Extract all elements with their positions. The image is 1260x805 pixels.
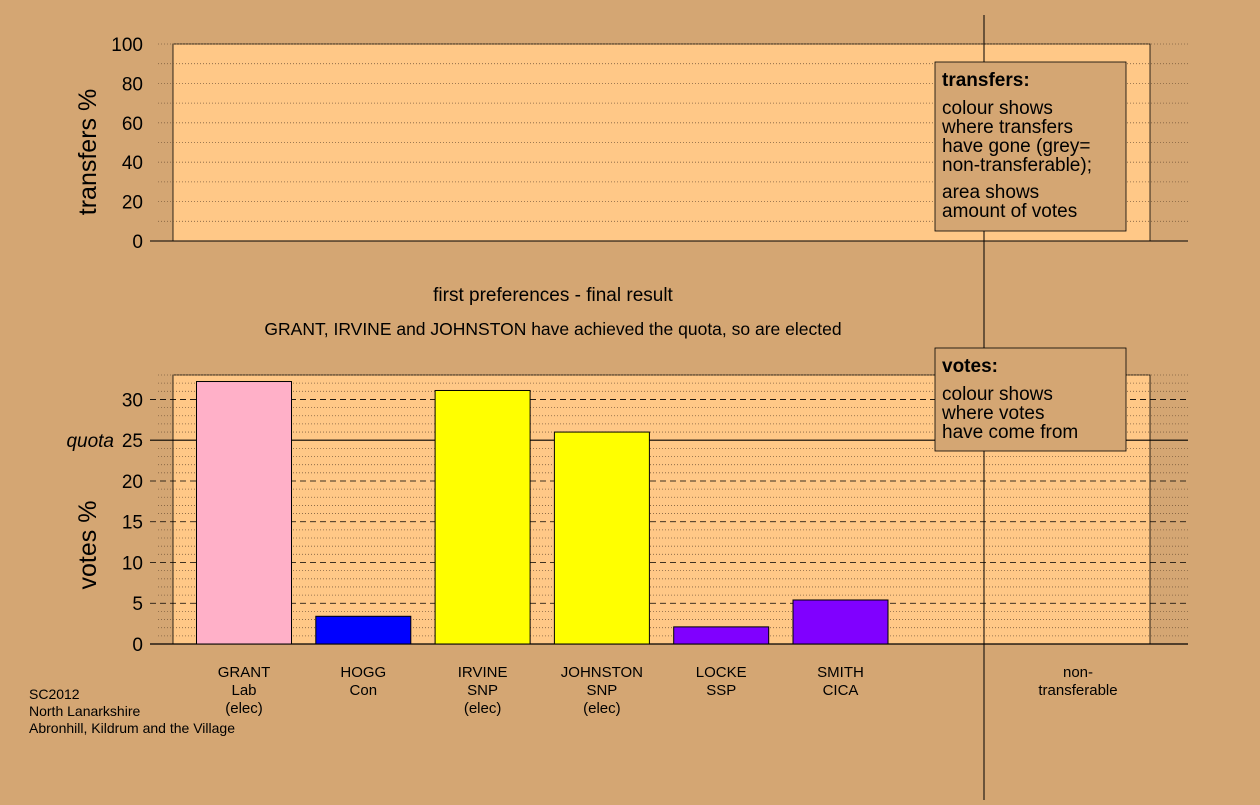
x-label-name: HOGG [340, 664, 386, 681]
transfers-y-tick-label: 40 [122, 153, 143, 174]
transfers-y-tick-label: 100 [111, 35, 143, 56]
transfers-y-tick-label: 0 [132, 232, 143, 253]
quota-label: quota [66, 431, 114, 452]
transfers-legend-box [934, 61, 1127, 232]
transfers-legend-text: where transfers [941, 117, 1073, 138]
bar-grant [196, 381, 292, 645]
bar-hogg [315, 615, 412, 645]
votes-y-tick-label: 30 [122, 390, 143, 411]
stage-note: GRANT, IRVINE and JOHNSTON have achieved… [264, 319, 841, 339]
transfers-legend-text: have gone (grey= [942, 136, 1090, 157]
transfers-legend-text: area shows [942, 182, 1039, 203]
x-label-party: SSP [706, 682, 736, 699]
x-label-name: GRANT [218, 664, 271, 681]
votes-legend-text: colour shows [942, 384, 1053, 405]
votes-y-tick-label: 0 [132, 635, 143, 656]
votes-y-tick-label: 10 [122, 553, 143, 574]
nontransferable-label: non- [1063, 664, 1093, 681]
transfers-legend-title: transfers: [942, 70, 1030, 91]
transfers-legend-text: non-transferable); [942, 155, 1092, 176]
transfers-legend-text: amount of votes [942, 201, 1077, 222]
footer-text: North Lanarkshire [29, 703, 140, 719]
bar-smith [792, 599, 889, 645]
votes-y-tick-label: 25 [122, 431, 143, 452]
stage-title: first preferences - final result [433, 285, 673, 306]
transfers-legend-text: colour shows [942, 98, 1053, 119]
footer-text: SC2012 [29, 686, 80, 702]
x-label-party: Lab [231, 682, 256, 699]
x-label-party: Con [350, 682, 378, 699]
footer-text: Abronhill, Kildrum and the Village [29, 720, 235, 736]
transfers-y-tick-label: 20 [122, 193, 143, 214]
x-label-name: IRVINE [458, 664, 508, 681]
votes-y-tick-label: 20 [122, 472, 143, 493]
bar-irvine [434, 389, 531, 645]
x-label-status: (elec) [225, 700, 263, 717]
nontransferable-label: transferable [1038, 682, 1117, 699]
votes-y-tick-label: 5 [132, 594, 143, 615]
x-label-party: CICA [823, 682, 859, 699]
votes-legend-title: votes: [942, 356, 998, 377]
votes-y-tick-label: 15 [122, 513, 143, 534]
x-label-name: LOCKE [696, 664, 747, 681]
votes-axis-label: votes % [74, 501, 102, 590]
votes-legend-text: have come from [942, 422, 1078, 443]
x-label-party: SNP [586, 682, 617, 699]
x-label-name: JOHNSTON [561, 664, 643, 681]
transfers-axis-label: transfers % [74, 89, 102, 215]
transfers-y-tick-label: 80 [122, 74, 143, 95]
transfers-y-tick-label: 60 [122, 114, 143, 135]
votes-legend-box [934, 347, 1127, 452]
x-label-status: (elec) [583, 700, 621, 717]
votes-legend-text: where votes [941, 403, 1044, 424]
x-label-party: SNP [467, 682, 498, 699]
bar-johnston [553, 431, 650, 645]
x-label-name: SMITH [817, 664, 864, 681]
x-label-status: (elec) [464, 700, 502, 717]
bar-locke [673, 626, 770, 645]
